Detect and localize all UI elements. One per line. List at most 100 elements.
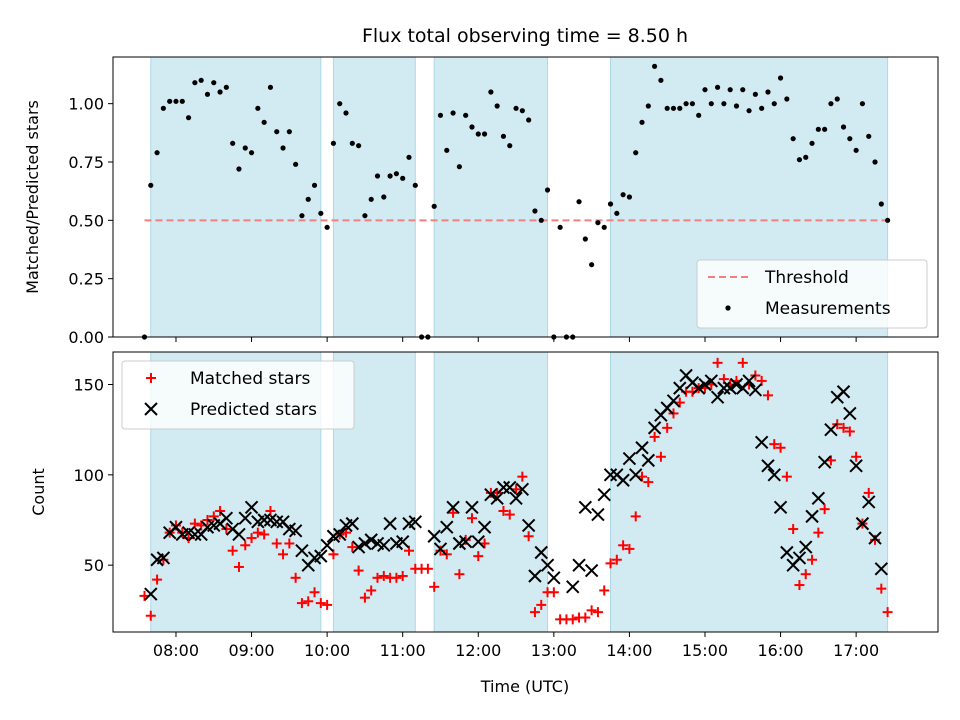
- measurement-point: [683, 101, 689, 107]
- x-tick-label: 16:00: [758, 641, 804, 660]
- predicted-star-marker: [780, 545, 794, 560]
- predicted-star-marker: [351, 540, 366, 554]
- predicted-star-marker: [603, 468, 618, 482]
- predicted-star-marker: [566, 580, 580, 594]
- matched-star-marker: [391, 572, 402, 583]
- measurement-point: [211, 80, 217, 86]
- bottom-axes-frame: [112, 351, 939, 633]
- measurement-point: [519, 108, 525, 114]
- predicted-star-marker: [540, 558, 555, 572]
- predicted-star-marker: [572, 558, 586, 572]
- matched-star-marker: [303, 596, 314, 607]
- predicted-star-marker: [723, 381, 737, 395]
- measurement-point: [242, 145, 248, 151]
- x-tick-label: 17:00: [833, 641, 879, 660]
- measurement-point: [343, 110, 349, 116]
- predicted-star-marker: [471, 534, 485, 549]
- measurement-point: [349, 140, 355, 146]
- measurement-point: [834, 96, 840, 102]
- x-tick-label: 11:00: [380, 641, 426, 660]
- measurement-point: [828, 101, 834, 107]
- predicted-star-marker: [333, 527, 347, 542]
- measurement-point: [601, 224, 607, 230]
- predicted-star-marker: [496, 480, 511, 495]
- matched-star-marker: [863, 487, 874, 498]
- matched-star-marker: [655, 451, 666, 462]
- matched-star-marker: [473, 551, 484, 562]
- matched-star-marker: [284, 538, 295, 549]
- predicted-star-marker: [270, 515, 284, 529]
- matched-star-marker: [844, 426, 855, 437]
- top-y-tick-label: 0.50: [68, 211, 104, 230]
- predicted-star-marker: [320, 538, 334, 552]
- measurement-point: [192, 80, 198, 86]
- matched-star-marker: [372, 572, 383, 583]
- matched-star-marker: [592, 607, 603, 618]
- matched-star-marker: [246, 533, 257, 544]
- predicted-star-marker: [345, 516, 360, 531]
- measurement-point: [733, 103, 740, 109]
- matched-star-marker: [882, 607, 893, 618]
- measurement-point: [544, 187, 551, 193]
- measurement-point: [494, 103, 500, 109]
- predicted-star-marker: [849, 459, 863, 473]
- matched-star-marker: [215, 505, 226, 516]
- predicted-star-marker: [874, 562, 889, 576]
- legend-matched-label: Matched stars: [190, 369, 310, 389]
- matched-star-marker: [813, 527, 824, 538]
- predicted-star-marker: [144, 587, 158, 601]
- top-y-tick-label: 0.00: [68, 328, 104, 347]
- bottom-y-tick-label: 150: [73, 376, 104, 395]
- matched-star-marker: [876, 583, 887, 594]
- matched-star-marker: [454, 569, 465, 580]
- top-y-axis-label: Matched/Predicted stars: [23, 100, 42, 294]
- legend-measurements-swatch: [725, 305, 731, 311]
- measurement-point: [633, 150, 639, 156]
- measurement-point: [374, 173, 381, 179]
- matched-star-marker: [366, 585, 377, 596]
- predicted-star-marker: [383, 516, 397, 531]
- measurement-point: [500, 133, 507, 139]
- matched-star-marker: [315, 598, 326, 609]
- measurement-point: [878, 201, 884, 207]
- measurement-point: [626, 194, 633, 200]
- matched-star-marker: [429, 581, 440, 592]
- predicted-star-marker: [427, 529, 441, 543]
- matched-star-marker: [448, 507, 459, 518]
- measurement-point: [815, 126, 821, 132]
- predicted-star-marker: [490, 491, 504, 506]
- matched-star-marker: [819, 504, 830, 515]
- matched-star-marker: [567, 614, 578, 625]
- predicted-star-marker: [364, 533, 378, 547]
- measurement-point: [677, 105, 683, 111]
- top-panel: 0.00 0.25 0.50 0.75 1.00 Matched/Predicted s…: [23, 56, 939, 347]
- measurement-point: [412, 182, 418, 188]
- bottom-y-axis-label: Count: [29, 468, 48, 516]
- predicted-star-marker: [767, 468, 781, 482]
- matched-star-marker: [800, 569, 811, 580]
- matched-star-marker: [599, 585, 610, 596]
- measurement-point: [721, 101, 727, 107]
- matched-star-marker: [586, 605, 597, 616]
- predicted-star-marker: [433, 542, 448, 556]
- measurement-point: [204, 91, 211, 97]
- matched-star-marker: [649, 431, 660, 442]
- measurement-point: [576, 199, 582, 205]
- measurement-point: [746, 108, 752, 114]
- measurement-point: [230, 140, 236, 146]
- matched-star-marker: [296, 598, 307, 609]
- measurement-point: [387, 173, 393, 179]
- measurement-point: [444, 147, 450, 153]
- predicted-star-marker: [446, 500, 460, 515]
- bottom-panel: 08:00 09:00 10:00 11:00 12:00 13:00 14:00 15:00…: [29, 351, 939, 696]
- measurement-point: [866, 133, 872, 139]
- bottom-y-tick-label: 100: [73, 466, 104, 485]
- measurement-point: [595, 220, 601, 226]
- measurement-point: [790, 136, 796, 142]
- matched-star-marker: [807, 554, 818, 565]
- measurement-point: [185, 115, 192, 121]
- measurement-point: [456, 164, 462, 170]
- measurement-point: [796, 157, 803, 163]
- matched-star-marker: [536, 599, 547, 610]
